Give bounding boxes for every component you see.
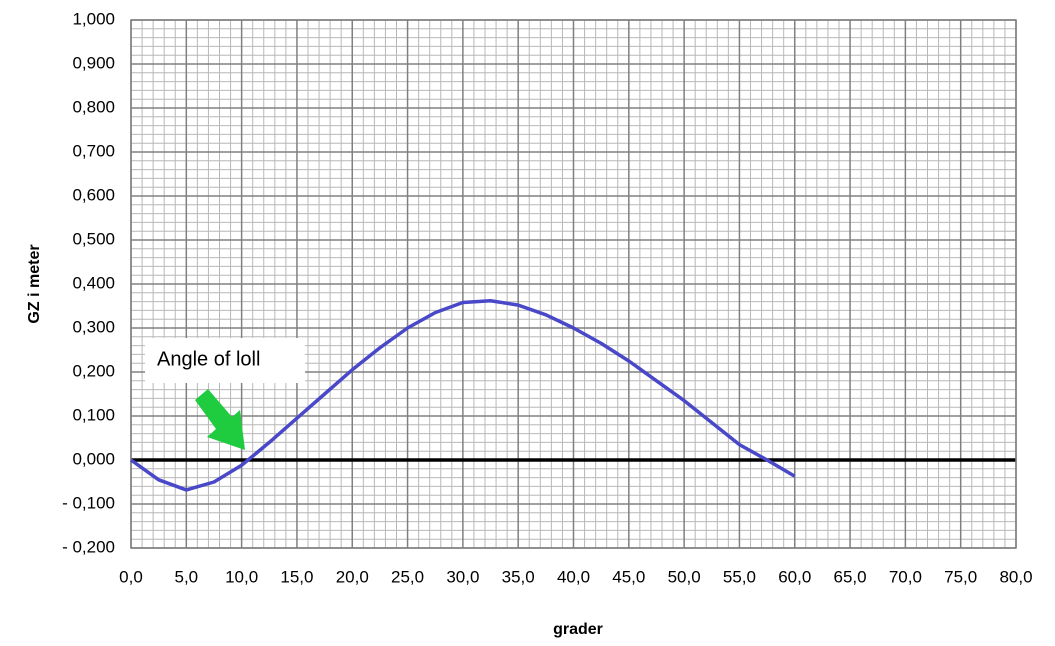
y-tick-label: - 0,200 [62, 537, 115, 556]
annotation: Angle of loll [145, 338, 305, 450]
y-tick-label: 0,700 [72, 141, 115, 160]
x-tick-label: 55,0 [723, 567, 756, 586]
x-tick-label: 45,0 [612, 567, 645, 586]
y-tick-label: 0,500 [72, 229, 115, 248]
x-tick-label: 80,0 [999, 567, 1032, 586]
y-axis-label: GZ i meter [26, 244, 43, 323]
y-tick-label: - 0,100 [62, 493, 115, 512]
x-tick-label: 25,0 [391, 567, 424, 586]
grid [130, 19, 1017, 549]
x-tick-label: 75,0 [944, 567, 977, 586]
x-tick-label: 10,0 [225, 567, 258, 586]
x-tick-label: 40,0 [557, 567, 590, 586]
x-tick-label: 65,0 [834, 567, 867, 586]
x-tick-label: 70,0 [889, 567, 922, 586]
y-tick-label: 0,100 [72, 405, 115, 424]
y-tick-label: 0,000 [72, 449, 115, 468]
plot-border [130, 19, 1017, 549]
x-tick-label: 30,0 [446, 567, 479, 586]
line [129, 298, 796, 492]
x-axis-label: grader [553, 621, 603, 638]
y-tick-label: 0,600 [72, 185, 115, 204]
y-tick-label: 0,800 [72, 97, 115, 116]
x-tick-label: 0,0 [119, 567, 143, 586]
x-tick-label: 35,0 [502, 567, 535, 586]
x-tick-label: 15,0 [280, 567, 313, 586]
marks [129, 298, 796, 492]
annotation-box [145, 338, 305, 383]
x-tick-label: 50,0 [668, 567, 701, 586]
x-tick-label: 20,0 [336, 567, 369, 586]
annotation-arrow [195, 389, 245, 450]
y-tick-label: 0,900 [72, 53, 115, 72]
y-tick-label: 0,300 [72, 317, 115, 336]
y-tick-label: 1,000 [72, 9, 115, 28]
x-tick-label: 5,0 [174, 567, 198, 586]
x-tick-label: 60,0 [778, 567, 811, 586]
annotation-text: Angle of loll [157, 348, 260, 370]
y-tick-label: 0,400 [72, 273, 115, 292]
y-tick-label: 0,200 [72, 361, 115, 380]
